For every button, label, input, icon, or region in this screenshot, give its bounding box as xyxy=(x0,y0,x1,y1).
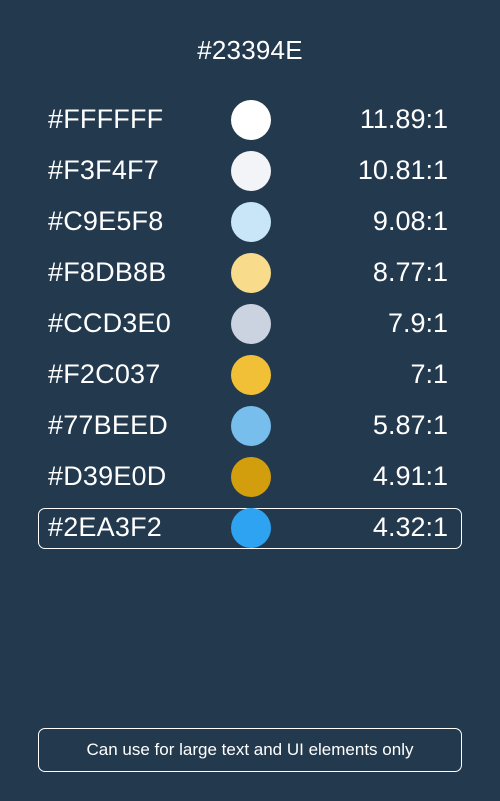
color-row: #FFFFFF 11.89:1 xyxy=(0,95,500,146)
color-row: #C9E5F8 9.08:1 xyxy=(0,197,500,248)
color-row: #F3F4F7 10.81:1 xyxy=(0,146,500,197)
usage-note: Can use for large text and UI elements o… xyxy=(38,728,462,772)
contrast-ratio: 4.32:1 xyxy=(372,512,448,542)
color-swatch xyxy=(231,508,271,548)
contrast-ratio: 7:1 xyxy=(410,359,448,389)
color-hex-label: #CCD3E0 xyxy=(48,308,171,338)
color-hex-label: #FFFFFF xyxy=(48,104,164,134)
color-row: #F8DB8B 8.77:1 xyxy=(0,248,500,299)
color-hex-label: #2EA3F2 xyxy=(48,512,162,542)
contrast-ratio: 9.08:1 xyxy=(372,206,448,236)
color-hex-label: #C9E5F8 xyxy=(48,206,164,236)
contrast-ratio: 11.89:1 xyxy=(359,104,448,134)
color-swatch xyxy=(231,202,271,242)
color-swatch xyxy=(231,457,271,497)
contrast-ratio: 10.81:1 xyxy=(357,155,448,185)
color-row: #D39E0D 4.91:1 xyxy=(0,452,500,503)
color-swatch xyxy=(231,406,271,446)
page-title: #23394E xyxy=(197,35,303,65)
color-hex-label: #F8DB8B xyxy=(48,257,167,287)
color-hex-label: #D39E0D xyxy=(48,461,167,491)
color-row: #F2C037 7:1 xyxy=(0,350,500,401)
color-swatch xyxy=(231,355,271,395)
color-swatch xyxy=(231,100,271,140)
color-row: #CCD3E0 7.9:1 xyxy=(0,299,500,350)
color-hex-label: #F2C037 xyxy=(48,359,161,389)
color-swatch xyxy=(231,151,271,191)
color-row-highlighted: #2EA3F2 4.32:1 xyxy=(0,503,500,554)
color-hex-label: #77BEED xyxy=(48,410,168,440)
color-row: #77BEED 5.87:1 xyxy=(0,401,500,452)
color-list: #FFFFFF 11.89:1 #F3F4F7 10.81:1 #C9E5F8 … xyxy=(0,95,500,554)
contrast-ratio: 8.77:1 xyxy=(372,257,448,287)
color-swatch xyxy=(231,304,271,344)
contrast-ratio: 4.91:1 xyxy=(372,461,448,491)
contrast-ratio: 5.87:1 xyxy=(372,410,448,440)
color-hex-label: #F3F4F7 xyxy=(48,155,159,185)
color-swatch xyxy=(231,253,271,293)
contrast-ratio: 7.9:1 xyxy=(387,308,448,338)
